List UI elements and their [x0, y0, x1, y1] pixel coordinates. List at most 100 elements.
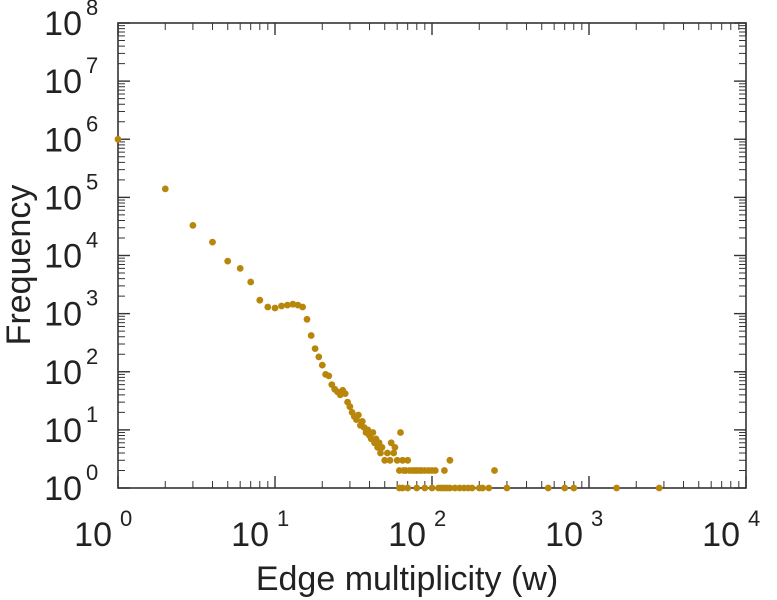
data-point	[404, 484, 412, 492]
x-tick-label-exp: 0	[120, 506, 132, 531]
data-point	[346, 403, 354, 411]
data-point	[613, 484, 620, 492]
data-point	[446, 484, 454, 492]
y-tick-label-base: 10	[44, 470, 82, 508]
y-tick-label-exp: 4	[86, 228, 98, 253]
y-tick-label-exp: 8	[86, 0, 98, 20]
x-tick-label: 10 2	[388, 506, 446, 554]
data-point	[161, 185, 169, 193]
y-tick-label: 10 6	[44, 111, 98, 159]
x-tick-label: 10 3	[545, 506, 603, 554]
y-tick-label-base: 10	[44, 63, 82, 101]
data-point	[393, 456, 401, 464]
y-tick-label-exp: 7	[86, 53, 98, 78]
data-point	[311, 345, 319, 352]
data-point	[468, 484, 476, 492]
x-tick-label: 10 4	[702, 506, 760, 554]
y-tick-label: 10 4	[44, 228, 98, 276]
data-point	[413, 484, 421, 492]
data-point	[358, 418, 366, 425]
x-tick-label-base: 10	[231, 516, 269, 554]
x-tick-labels: 10 0 10 1 10 2 10 3 10 4	[74, 506, 760, 554]
data-point	[390, 449, 398, 457]
data-point	[284, 301, 291, 309]
x-tick-label-exp: 4	[748, 506, 760, 531]
x-tick-label-base: 10	[702, 516, 740, 554]
x-tick-label-base: 10	[388, 516, 426, 554]
x-tick-label-base: 10	[545, 516, 583, 554]
data-point	[570, 484, 578, 492]
data-point	[386, 456, 394, 464]
y-tick-label: 10 7	[44, 53, 98, 101]
y-tick-label-exp: 5	[86, 169, 98, 194]
data-point	[491, 467, 498, 474]
data-point	[247, 278, 255, 286]
y-tick-label-exp: 6	[86, 111, 98, 136]
y-tick-label-exp: 2	[86, 344, 98, 369]
data-point	[364, 426, 372, 434]
data-point	[404, 456, 412, 464]
data-point	[485, 484, 493, 492]
data-point	[428, 484, 436, 492]
data-point	[278, 302, 285, 310]
y-tick-label-base: 10	[44, 238, 82, 276]
x-tick-label-base: 10	[74, 516, 112, 554]
y-tick-label: 10 3	[44, 286, 98, 334]
data-point	[236, 265, 244, 272]
x-tick-label-exp: 3	[591, 506, 603, 531]
data-points	[114, 135, 663, 492]
data-point	[387, 439, 395, 447]
x-axis-title: Edge multiplicity (w)	[256, 560, 558, 598]
data-point	[318, 361, 326, 369]
y-tick-label: 10 1	[44, 402, 98, 450]
y-tick-label-exp: 3	[86, 286, 98, 311]
major-ticks	[117, 22, 747, 489]
y-tick-label-base: 10	[44, 179, 82, 217]
data-point	[377, 449, 384, 457]
y-tick-label: 10 5	[44, 169, 98, 217]
data-point	[189, 222, 197, 229]
x-tick-label: 10 0	[74, 506, 132, 554]
data-point	[355, 411, 362, 419]
minor-ticks	[118, 23, 746, 488]
y-tick-label-base: 10	[44, 296, 82, 334]
data-point	[384, 449, 391, 457]
data-point	[224, 257, 232, 265]
y-tick-label-exp: 1	[86, 402, 98, 427]
data-point	[431, 467, 439, 474]
plot-frame	[117, 22, 747, 489]
data-point	[397, 429, 404, 436]
data-point	[299, 303, 306, 311]
data-point	[303, 315, 311, 323]
y-tick-label-base: 10	[44, 412, 82, 450]
data-point	[209, 238, 216, 246]
data-point	[256, 296, 264, 304]
y-tick-label: 10 0	[44, 460, 98, 508]
y-axis-title: Frequency	[0, 185, 38, 346]
data-point	[399, 456, 406, 464]
data-point	[391, 444, 399, 451]
data-point	[315, 353, 323, 361]
data-point	[451, 484, 459, 492]
data-point	[655, 484, 663, 492]
y-tick-label: 10 2	[44, 344, 98, 392]
data-point	[441, 467, 448, 474]
data-point	[271, 304, 279, 312]
data-point	[479, 484, 486, 492]
data-point	[325, 372, 333, 380]
y-tick-label-base: 10	[44, 5, 82, 43]
data-point	[114, 135, 122, 143]
data-point	[399, 484, 406, 492]
y-tick-label: 10 8	[44, 0, 98, 43]
data-point	[446, 456, 454, 464]
data-point	[544, 484, 552, 492]
data-point	[503, 484, 511, 492]
x-tick-label-exp: 1	[277, 506, 289, 531]
y-tick-label-exp: 0	[86, 460, 98, 485]
data-point	[561, 484, 569, 492]
y-tick-label-base: 10	[44, 354, 82, 392]
x-tick-label-exp: 2	[434, 506, 446, 531]
data-point	[381, 456, 389, 464]
